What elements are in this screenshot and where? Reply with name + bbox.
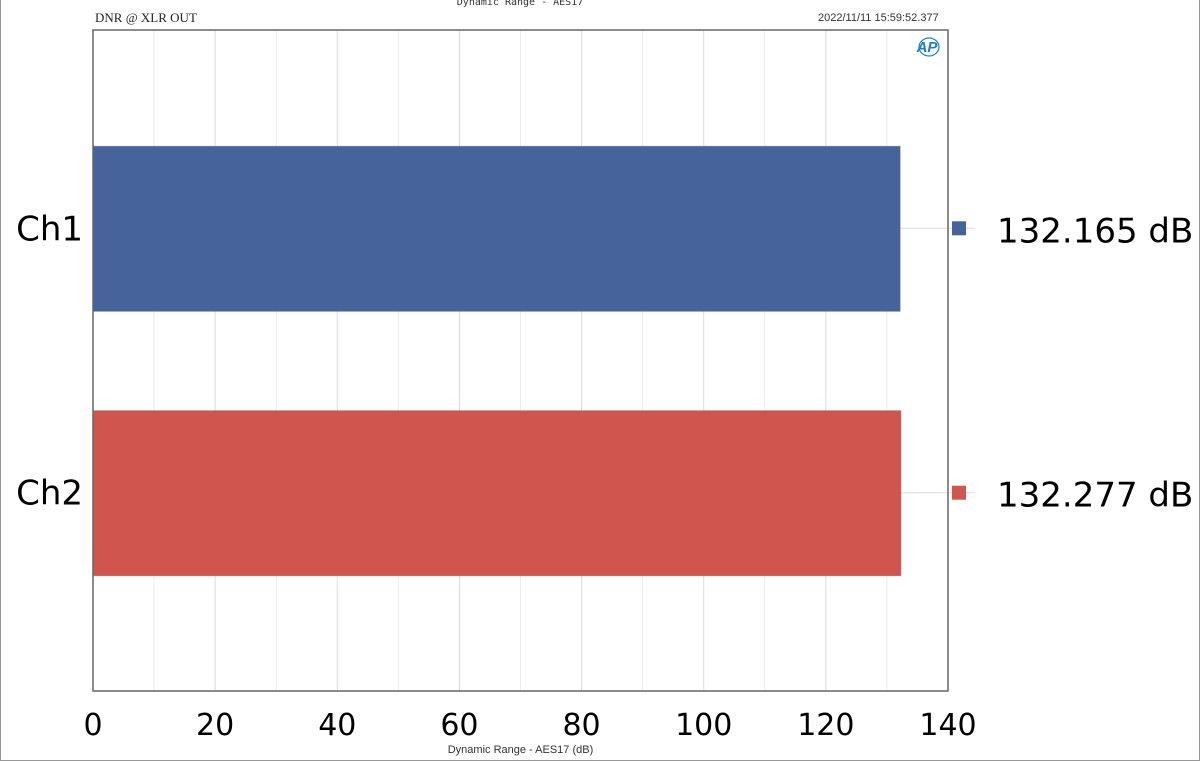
timestamp: 2022/11/11 15:59:52.377 — [818, 12, 939, 24]
x-tick-label: 0 — [83, 708, 102, 743]
ap-logo: AP — [916, 39, 939, 56]
category-label: Ch2 — [16, 474, 83, 514]
bar-ch2 — [92, 410, 902, 577]
x-tick-label: 60 — [440, 708, 478, 743]
legend-swatch — [952, 221, 966, 236]
x-tick-label: 140 — [919, 708, 976, 743]
chart-title: Dynamic Range - AES17 — [456, 0, 584, 8]
bar-ch1 — [92, 145, 901, 312]
x-tick-label: 80 — [562, 708, 600, 743]
category-label: Ch1 — [16, 209, 83, 249]
value-label: 132.165 dB — [997, 211, 1193, 251]
plot-border — [92, 29, 949, 692]
x-tick-label: 100 — [675, 708, 732, 743]
x-tick-label: 120 — [797, 708, 854, 743]
x-tick-label: 40 — [318, 708, 356, 743]
x-axis-label: Dynamic Range - AES17 (dB) — [447, 744, 594, 756]
legend-swatch — [952, 485, 966, 500]
x-tick-label: 20 — [196, 708, 234, 743]
value-label: 132.277 dB — [997, 476, 1193, 516]
chart-subtitle: DNR @ XLR OUT — [95, 10, 197, 25]
ap-logo-ring — [918, 37, 940, 57]
